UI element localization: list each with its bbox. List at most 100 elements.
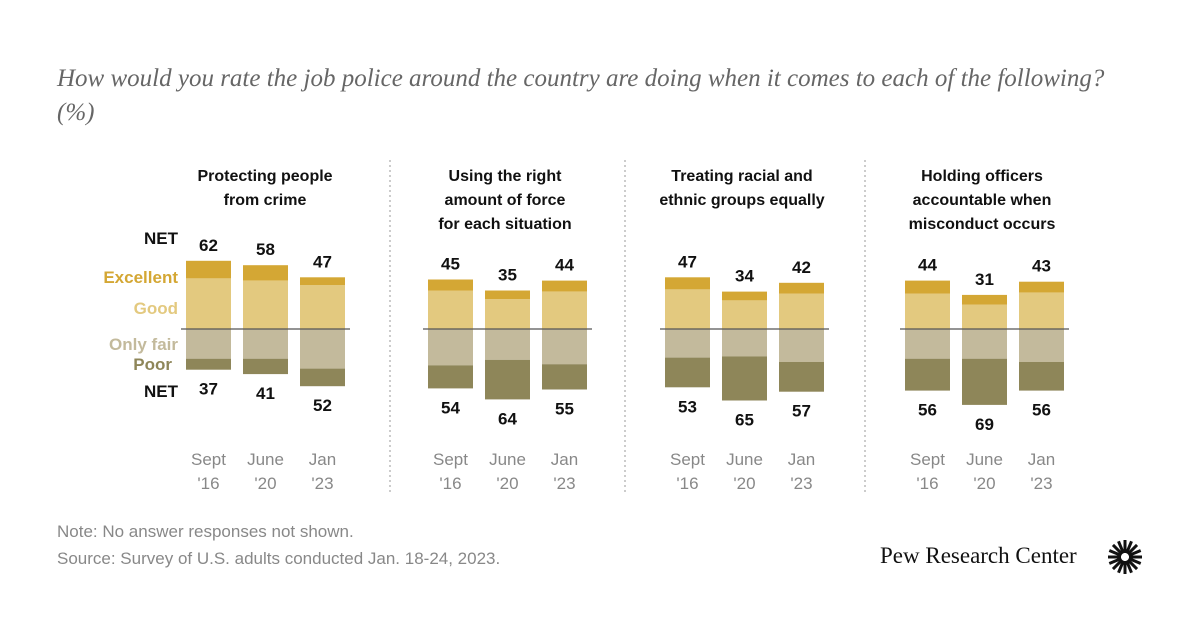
panel-title: for each situation bbox=[438, 216, 571, 233]
net-negative-label: 41 bbox=[256, 384, 275, 403]
logo: Pew Research Center bbox=[880, 540, 1142, 574]
bar-only-fair bbox=[1019, 329, 1064, 362]
category-label: Sept bbox=[670, 450, 705, 469]
bar-only-fair bbox=[779, 329, 824, 362]
net-negative-label: 52 bbox=[313, 396, 332, 415]
sunburst-ray bbox=[1108, 549, 1122, 557]
bar-good bbox=[779, 293, 824, 329]
net-positive-label: 44 bbox=[555, 256, 574, 275]
bar-only-fair bbox=[243, 329, 288, 359]
panel-title: from crime bbox=[224, 192, 307, 209]
category-label: '16 bbox=[916, 474, 938, 493]
bar-only-fair bbox=[542, 329, 587, 365]
bar-good bbox=[665, 289, 710, 329]
category-label: Sept bbox=[433, 450, 468, 469]
net-positive-label: 42 bbox=[792, 258, 811, 277]
bar-poor bbox=[665, 357, 710, 388]
net-negative-label: 64 bbox=[498, 409, 517, 428]
panel-title: accountable when bbox=[913, 192, 1052, 209]
bar-good bbox=[542, 291, 587, 329]
bar-excellent bbox=[542, 280, 587, 292]
sunburst-ray bbox=[1111, 558, 1124, 571]
net-positive-label: 34 bbox=[735, 267, 754, 286]
legend-poor: Poor bbox=[133, 355, 172, 374]
bar-excellent bbox=[722, 291, 767, 301]
net-positive-label: 31 bbox=[975, 270, 994, 289]
legend-good: Good bbox=[134, 299, 178, 318]
net-positive-label: 62 bbox=[199, 236, 218, 255]
panel-title: amount of force bbox=[445, 192, 566, 209]
category-label: '16 bbox=[676, 474, 698, 493]
bar-good bbox=[186, 278, 231, 329]
net-negative-label: 65 bbox=[735, 411, 754, 430]
bar-poor bbox=[722, 356, 767, 401]
panel-title: Protecting people bbox=[197, 168, 332, 185]
bar-good bbox=[428, 290, 473, 329]
bar-poor bbox=[779, 362, 824, 392]
legend-only-fair: Only fair bbox=[109, 335, 178, 354]
sunburst-ray bbox=[1108, 557, 1122, 565]
bar-good bbox=[962, 304, 1007, 329]
net-positive-label: 47 bbox=[678, 252, 697, 271]
category-label: June bbox=[966, 450, 1003, 469]
category-label: '16 bbox=[439, 474, 461, 493]
net-positive-label: 44 bbox=[918, 256, 937, 275]
net-positive-label: 45 bbox=[441, 255, 460, 274]
sunburst-ray bbox=[1128, 549, 1142, 557]
category-label: '23 bbox=[790, 474, 812, 493]
category-label: Jan bbox=[309, 450, 336, 469]
sunburst-ray bbox=[1125, 540, 1133, 554]
bar-poor bbox=[428, 365, 473, 389]
bar-excellent bbox=[779, 282, 824, 294]
bar-poor bbox=[243, 358, 288, 375]
panel-title: Holding officers bbox=[921, 168, 1043, 185]
chart-title: How would you rate the job police around… bbox=[57, 65, 1105, 126]
net-negative-label: 57 bbox=[792, 402, 811, 421]
source: Source: Survey of U.S. adults conducted … bbox=[57, 549, 501, 568]
net-negative-label: 56 bbox=[918, 401, 937, 420]
sunburst-ray bbox=[1125, 560, 1133, 574]
net-negative-label: 56 bbox=[1032, 401, 1051, 420]
panel-title: ethnic groups equally bbox=[659, 192, 824, 209]
bar-excellent bbox=[485, 290, 530, 300]
bar-only-fair bbox=[428, 329, 473, 366]
category-label: '20 bbox=[496, 474, 518, 493]
bar-poor bbox=[542, 364, 587, 390]
bar-poor bbox=[962, 358, 1007, 405]
bar-good bbox=[1019, 292, 1064, 329]
bar-only-fair bbox=[665, 329, 710, 358]
bar-poor bbox=[186, 358, 231, 370]
bar-poor bbox=[485, 359, 530, 400]
category-label: '23 bbox=[553, 474, 575, 493]
panel-title: misconduct occurs bbox=[909, 216, 1056, 233]
net-negative-label: 55 bbox=[555, 400, 574, 419]
net-positive-label: 35 bbox=[498, 266, 517, 285]
bar-good bbox=[243, 280, 288, 329]
legend-excellent: Excellent bbox=[103, 268, 178, 287]
bar-excellent bbox=[962, 294, 1007, 305]
bar-excellent bbox=[186, 260, 231, 279]
category-label: June bbox=[726, 450, 763, 469]
logo-text: Pew Research Center bbox=[880, 543, 1077, 568]
net-negative-label: 53 bbox=[678, 397, 697, 416]
panel-title: Treating racial and bbox=[671, 168, 812, 185]
bar-good bbox=[300, 285, 345, 329]
net-negative-label: 69 bbox=[975, 415, 994, 434]
category-label: '16 bbox=[197, 474, 219, 493]
bar-only-fair bbox=[722, 329, 767, 357]
bar-excellent bbox=[1019, 281, 1064, 293]
category-label: '23 bbox=[1030, 474, 1052, 493]
sunburst-ray bbox=[1126, 558, 1139, 571]
bar-excellent bbox=[428, 279, 473, 291]
category-label: '23 bbox=[311, 474, 333, 493]
bar-only-fair bbox=[300, 329, 345, 369]
bar-only-fair bbox=[962, 329, 1007, 359]
sunburst-ray bbox=[1111, 543, 1124, 556]
legend-net-negative: NET bbox=[144, 382, 179, 401]
bar-good bbox=[485, 299, 530, 329]
sunburst-ray bbox=[1126, 543, 1139, 556]
bar-poor bbox=[1019, 362, 1064, 391]
sunburst-ray bbox=[1117, 560, 1125, 574]
bar-only-fair bbox=[905, 329, 950, 359]
